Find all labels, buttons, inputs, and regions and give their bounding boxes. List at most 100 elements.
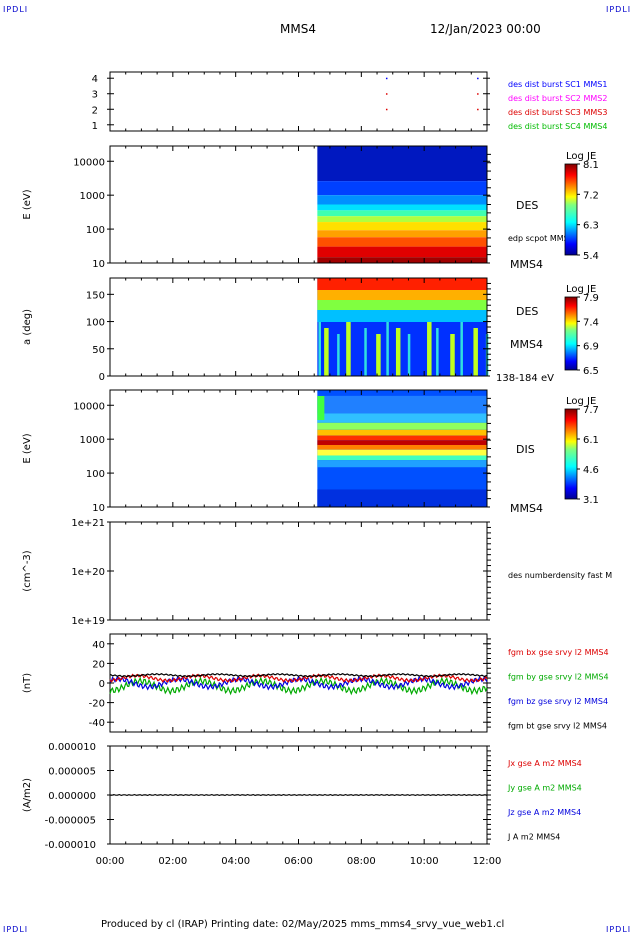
current-panel-ytick-label: -0.000010 bbox=[45, 840, 96, 851]
fgm-panel-ytick-label: 20 bbox=[92, 659, 105, 670]
current-panel-ytick-label: 0.000000 bbox=[48, 791, 96, 802]
burst-panel-ytick-label: 3 bbox=[92, 90, 98, 101]
dis-energy-panel-band bbox=[317, 395, 487, 414]
corner-label-tl: IPDLI bbox=[3, 5, 29, 14]
dis-energy-panel-instrument: DIS bbox=[516, 443, 535, 456]
density-panel-ytick-label: 1e+21 bbox=[71, 518, 105, 529]
dis-energy-panel-band bbox=[317, 449, 487, 456]
des-pitch-panel-ylabel: a (deg) bbox=[22, 309, 33, 345]
burst-panel-legend-2: des dist burst SC2 MMS2 bbox=[508, 94, 607, 103]
des-pitch-panel-colorbar-label: 6.9 bbox=[583, 342, 599, 353]
des-energy-panel-band bbox=[317, 210, 487, 217]
burst-panel-legend-1: des dist burst SC1 MMS1 bbox=[508, 80, 607, 89]
dis-energy-panel-ytick-label: 100 bbox=[86, 469, 105, 480]
des-pitch-panel-energy-range: 138-184 eV bbox=[496, 373, 554, 384]
des-pitch-panel-stripe bbox=[376, 334, 381, 376]
time-axis-label: 10:00 bbox=[410, 856, 439, 867]
des-pitch-panel-right-label: MMS4 bbox=[510, 338, 543, 351]
corner-label-bl: IPDLI bbox=[3, 925, 29, 934]
des-pitch-panel-stripe bbox=[324, 328, 329, 376]
current-panel-ytick-label: 0.000005 bbox=[48, 767, 96, 778]
burst-panel-ytick-label: 4 bbox=[92, 74, 98, 85]
current-panel-legend-1: Jx gse A m2 MMS4 bbox=[507, 759, 582, 768]
dis-energy-panel-band bbox=[317, 455, 487, 461]
des-pitch-panel-stripe bbox=[395, 328, 401, 376]
des-energy-panel-band bbox=[317, 222, 487, 231]
dis-energy-panel-band bbox=[317, 422, 487, 430]
density-panel-ytick-label: 1e+20 bbox=[71, 567, 105, 578]
des-energy-panel-colorbar-label: 6.3 bbox=[583, 221, 599, 232]
dis-energy-panel-band bbox=[317, 429, 487, 436]
time-axis-label: 00:00 bbox=[96, 856, 125, 867]
dis-energy-panel-band bbox=[317, 489, 487, 507]
des-energy-panel-right-label: MMS4 bbox=[510, 258, 543, 271]
des-energy-panel-band bbox=[317, 146, 487, 182]
corner-label-br: IPDLI bbox=[606, 925, 630, 934]
dis-energy-panel-colorbar-title: Log JE bbox=[566, 396, 596, 407]
dis-energy-panel-edge bbox=[317, 396, 325, 420]
des-pitch-panel-colorbar bbox=[564, 296, 578, 371]
des-energy-panel-ytick-label: 100 bbox=[86, 225, 105, 236]
burst-panel-ytick-label: 2 bbox=[92, 105, 98, 116]
des-pitch-panel-stripe bbox=[318, 322, 321, 376]
time-axis-label: 02:00 bbox=[158, 856, 187, 867]
dis-energy-panel-band bbox=[317, 444, 487, 450]
fgm-panel-ylabel: (nT) bbox=[22, 673, 33, 693]
des-energy-panel-colorbar-label: 5.4 bbox=[583, 251, 599, 262]
fgm-panel-line-by bbox=[109, 676, 488, 696]
spacecraft-title: MMS4 bbox=[280, 22, 316, 36]
fgm-panel-legend-1: fgm bx gse srvy l2 MMS4 bbox=[508, 648, 609, 657]
dis-energy-panel-band bbox=[317, 413, 487, 423]
dis-energy-panel-colorbar-label: 4.6 bbox=[583, 465, 599, 476]
des-pitch-panel-ytick-label: 150 bbox=[86, 290, 105, 301]
des-pitch-panel-stripe bbox=[407, 334, 411, 376]
des-pitch-panel-stripe bbox=[386, 322, 389, 376]
des-energy-panel-band bbox=[317, 237, 487, 247]
des-pitch-panel-spectrogram bbox=[317, 278, 489, 376]
fgm-panel-line-bx bbox=[109, 673, 488, 683]
density-panel-ytick-label: 1e+19 bbox=[71, 616, 105, 627]
current-panel-legend-2: Jy gse A m2 MMS4 bbox=[507, 784, 582, 793]
des-pitch-panel-colorbar-label: 7.9 bbox=[583, 293, 599, 304]
des-pitch-panel-ytick-label: 0 bbox=[99, 372, 105, 383]
fgm-panel-legend-4: fgm bt gse srvy l2 MMS4 bbox=[508, 722, 607, 731]
des-pitch-panel-instrument: DES bbox=[516, 305, 538, 318]
des-pitch-panel-ytick-label: 100 bbox=[86, 318, 105, 329]
des-energy-panel-ytick-label: 1000 bbox=[80, 191, 105, 202]
density-panel-ylabel: (cm^-3) bbox=[22, 550, 33, 591]
burst-panel-legend-4: des dist burst SC4 MMS4 bbox=[508, 122, 607, 131]
time-axis-label: 08:00 bbox=[347, 856, 376, 867]
des-pitch-panel-colorbar-label: 7.4 bbox=[583, 317, 599, 328]
des-pitch-panel-colorbar-label: 6.5 bbox=[583, 366, 599, 377]
time-axis-label: 04:00 bbox=[221, 856, 250, 867]
des-pitch-panel-stripe bbox=[346, 322, 351, 376]
des-energy-panel-colorbar bbox=[564, 163, 578, 256]
des-pitch-panel-band-3 bbox=[317, 300, 487, 310]
burst-panel-point bbox=[385, 93, 388, 95]
des-energy-panel-band bbox=[317, 246, 487, 258]
des-pitch-panel-stripe bbox=[436, 328, 439, 376]
burst-panel-point bbox=[385, 77, 388, 80]
des-energy-panel-colorbar-label: 8.1 bbox=[583, 160, 599, 171]
current-panel-ytick-label: 0.000010 bbox=[48, 742, 96, 753]
des-energy-panel-band bbox=[317, 204, 487, 211]
date-title: 12/Jan/2023 00:00 bbox=[430, 22, 541, 36]
des-pitch-panel-ytick-label: 50 bbox=[92, 345, 105, 356]
burst-panel-frame bbox=[109, 71, 488, 132]
fgm-panel-ytick-label: -20 bbox=[89, 699, 105, 710]
des-energy-panel-band bbox=[317, 216, 487, 223]
des-energy-panel-instrument: DES bbox=[516, 199, 538, 212]
dis-energy-panel-band bbox=[317, 435, 487, 441]
current-panel-ytick-label: -0.000005 bbox=[45, 816, 96, 827]
des-energy-panel-band bbox=[317, 230, 487, 238]
des-energy-panel-band bbox=[317, 181, 487, 196]
des-energy-panel-ytick-label: 10 bbox=[92, 259, 105, 270]
footer-credit: Produced by cl (IRAP) Printing date: 02/… bbox=[101, 919, 505, 930]
fgm-panel-legend-3: fgm bz gse srvy l2 MMS4 bbox=[508, 697, 608, 706]
des-energy-panel-band bbox=[317, 257, 487, 263]
des-energy-panel-spectrogram bbox=[317, 146, 487, 263]
time-axis-label: 12:00 bbox=[473, 856, 502, 867]
fgm-panel-legend-2: fgm by gse srvy l2 MMS4 bbox=[508, 673, 609, 682]
fgm-panel-ytick-label: 0 bbox=[99, 679, 105, 690]
